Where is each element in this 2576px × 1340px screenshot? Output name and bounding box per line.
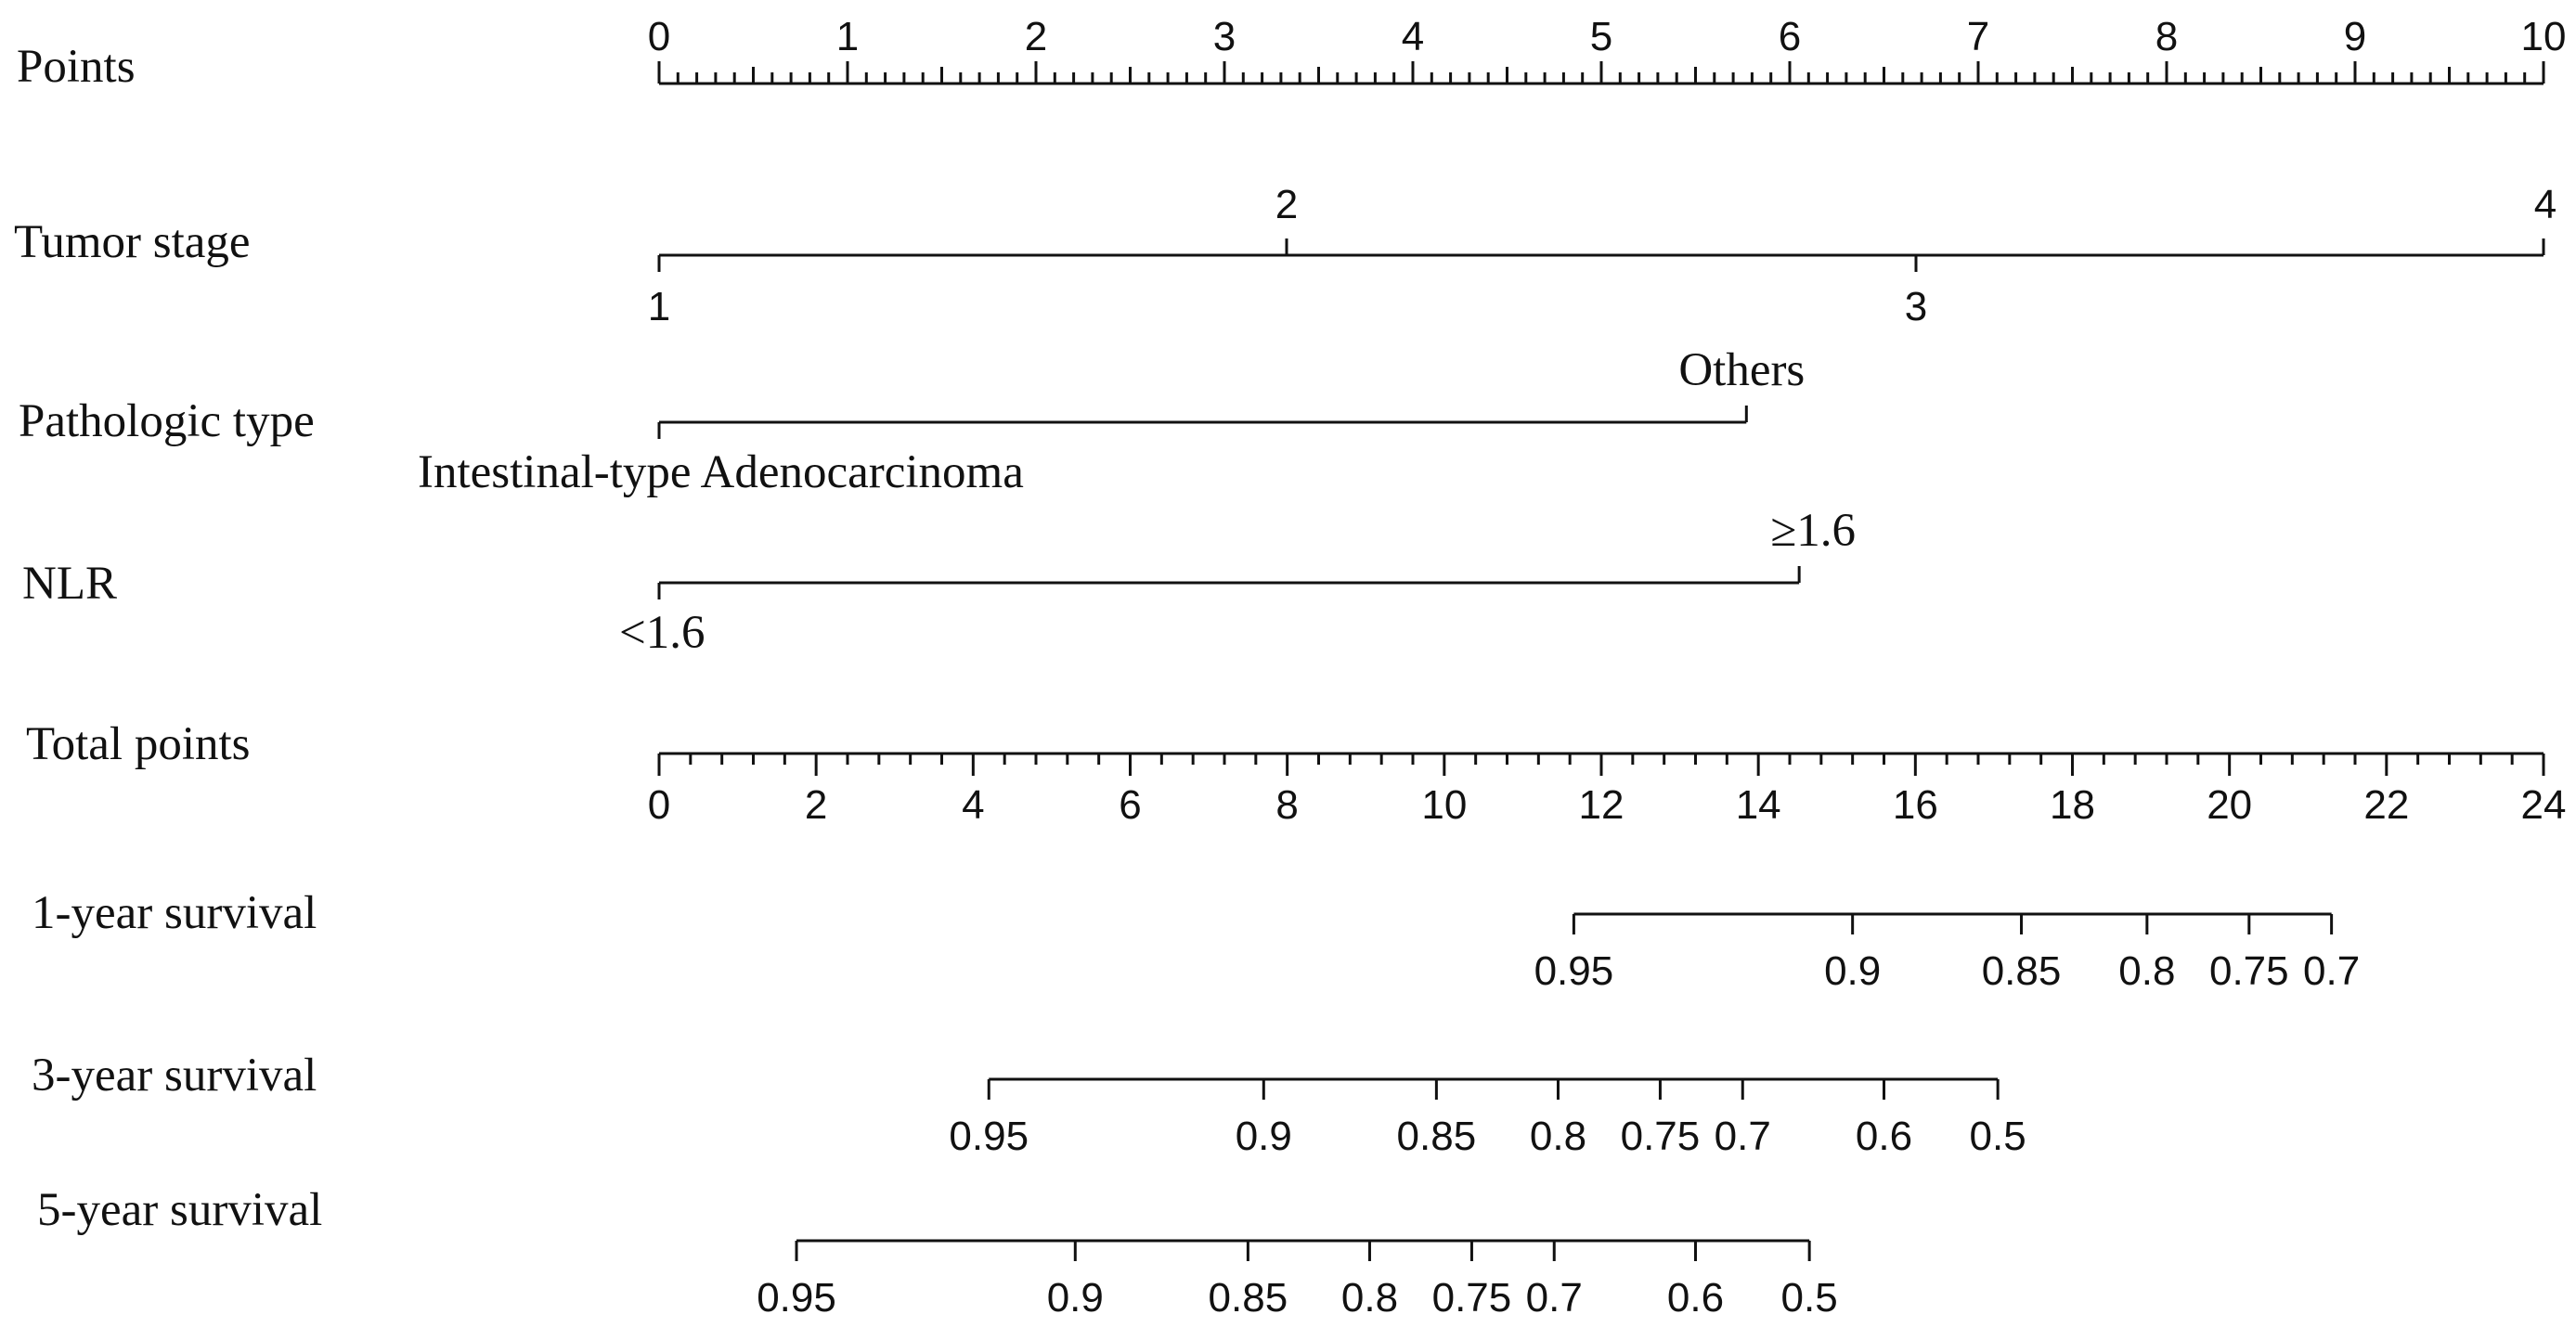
tick-label: 4: [962, 782, 984, 828]
tick-label: 7: [1967, 14, 1989, 59]
outcome-tick-label: 0.85: [1397, 1114, 1477, 1159]
category-label: 2: [1275, 182, 1298, 227]
tick-label: 0: [648, 14, 670, 59]
tick-label: 9: [2344, 14, 2366, 59]
row-points: Points 0 1 2 3 4 5 6 7 8 9 10: [17, 14, 2566, 93]
tick-label: 18: [2050, 782, 2095, 828]
category-label: <1.6: [619, 607, 705, 659]
outcome-tick-label: 0.75: [2209, 948, 2289, 994]
tick-label: 22: [2363, 782, 2409, 828]
row-5-year-survival: 5-year survival 0.95 0.9 0.85 0.8 0.75 0.7 0.6 0…: [37, 1184, 1838, 1321]
outcome-tick-label: 0.95: [757, 1275, 836, 1321]
category-label: Others: [1678, 344, 1805, 396]
category-label: 3: [1905, 284, 1927, 329]
outcome-tick-label: 0.85: [1209, 1275, 1288, 1321]
row-label: Pathologic type: [19, 395, 315, 447]
outcome-tick-label: 0.6: [1667, 1275, 1724, 1321]
tick-label: 10: [1421, 782, 1467, 828]
outcome-tick-label: 0.95: [1534, 948, 1614, 994]
outcome-tick-label: 0.5: [1970, 1114, 2026, 1159]
tick-label: 2: [805, 782, 827, 828]
outcome-tick-label: 0.85: [1982, 948, 2062, 994]
row-label: Tumor stage: [14, 216, 251, 268]
outcome-tick-label: 0.8: [2118, 948, 2175, 994]
outcome-tick-label: 0.9: [1047, 1275, 1104, 1321]
category-label: Intestinal-type Adenocarcinoma: [418, 446, 1024, 498]
tick-label: 0: [648, 782, 670, 828]
row-3-year-survival: 3-year survival 0.95 0.9 0.85 0.8 0.75 0.7 0.6 0…: [32, 1050, 2026, 1159]
tick-label: 8: [1275, 782, 1298, 828]
row-nlr: NLR <1.6 ≥1.6: [22, 505, 1856, 659]
tick-label: 24: [2521, 782, 2567, 828]
outcome-tick-label: 0.75: [1432, 1275, 1512, 1321]
tick-label: 16: [1893, 782, 1938, 828]
row-label: 5-year survival: [37, 1184, 322, 1236]
row-label: NLR: [22, 558, 117, 610]
tick-label: 2: [1025, 14, 1047, 59]
category-label: 1: [648, 284, 670, 329]
row-1-year-survival: 1-year survival 0.95 0.9 0.85 0.8 0.75 0.7: [32, 887, 2360, 994]
tick-label: 1: [836, 14, 859, 59]
outcome-tick-label: 0.7: [2303, 948, 2360, 994]
outcome-tick-label: 0.9: [1236, 1114, 1292, 1159]
tick-label: 3: [1213, 14, 1236, 59]
outcome-tick-label: 0.7: [1526, 1275, 1583, 1321]
tick-label: 6: [1119, 782, 1141, 828]
tick-label: 4: [1402, 14, 1424, 59]
outcome-tick-label: 0.7: [1715, 1114, 1771, 1159]
outcome-tick-label: 0.95: [949, 1114, 1029, 1159]
tick-label: 6: [1779, 14, 1801, 59]
outcome-tick-label: 0.5: [1781, 1275, 1838, 1321]
tick-label: 10: [2521, 14, 2567, 59]
tick-label: 14: [1736, 782, 1781, 828]
outcome-tick-label: 0.6: [1856, 1114, 1912, 1159]
outcome-tick-label: 0.8: [1530, 1114, 1586, 1159]
row-label: 1-year survival: [32, 887, 317, 939]
tick-label: 5: [1590, 14, 1612, 59]
category-label: ≥1.6: [1770, 505, 1856, 557]
outcome-tick-label: 0.9: [1824, 948, 1881, 994]
outcome-tick-label: 0.75: [1621, 1114, 1701, 1159]
tick-label: 20: [2207, 782, 2252, 828]
tick-label: 12: [1579, 782, 1625, 828]
row-pathologic-type: Pathologic type Intestinal-type Adenocarc…: [19, 344, 1805, 498]
outcome-tick-label: 0.8: [1341, 1275, 1398, 1321]
row-label: Total points: [26, 718, 251, 770]
category-label: 4: [2534, 182, 2557, 227]
row-label: 3-year survival: [32, 1050, 317, 1102]
row-tumor-stage: Tumor stage 1 2 3 4: [14, 182, 2557, 329]
row-label: Points: [17, 41, 136, 93]
tick-label: 8: [2155, 14, 2178, 59]
